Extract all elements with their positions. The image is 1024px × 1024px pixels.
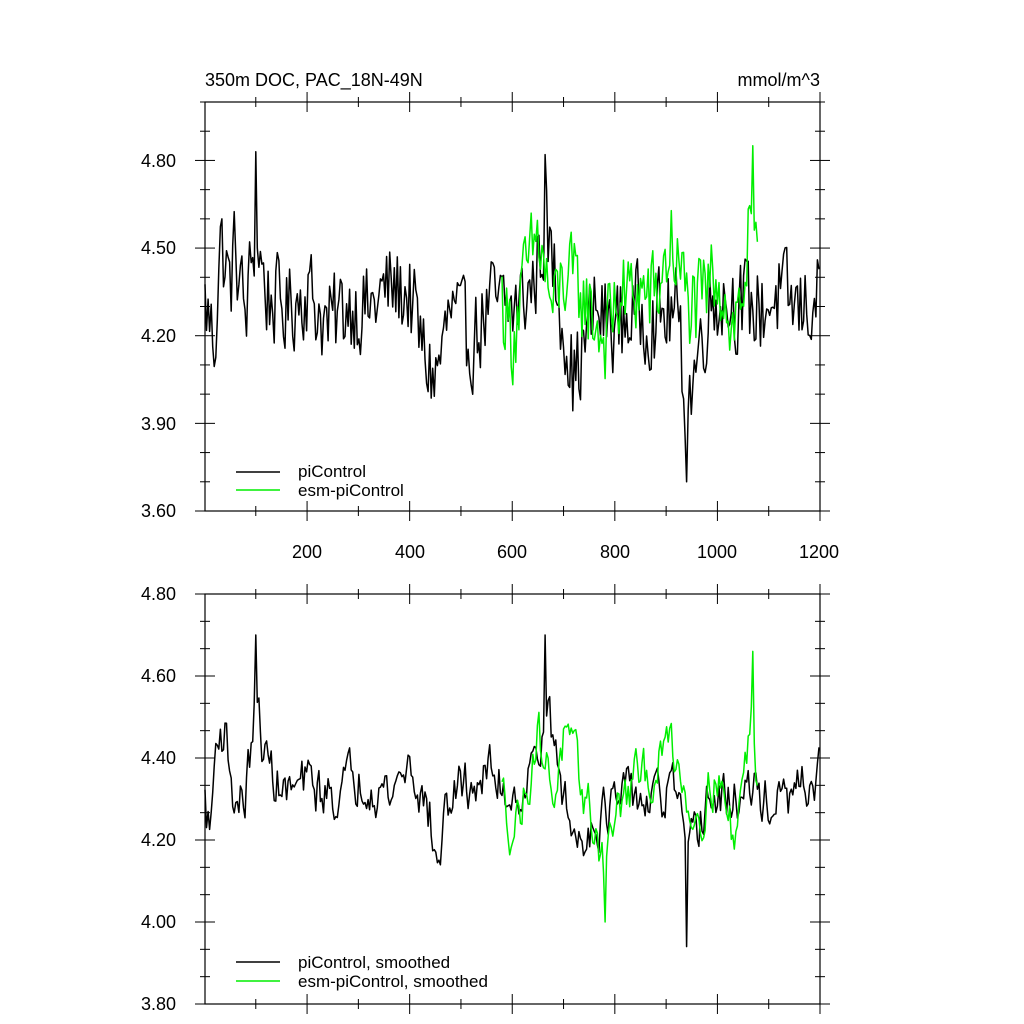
series-line-picontrol-smoothed xyxy=(204,634,820,948)
top-series xyxy=(204,145,820,483)
y-tick-label: 4.60 xyxy=(141,666,176,686)
bottom-panel: 3.80 4.00 4.20 4.40 4.60 4.80 piControl,… xyxy=(141,584,830,1014)
bottom-legend: piControl, smoothed esm-piControl, smoot… xyxy=(236,953,488,991)
top-x-tick-labels: 200 400 600 800 1000 1200 xyxy=(292,542,839,562)
chart-title: 350m DOC, PAC_18N-49N xyxy=(205,70,423,91)
x-tick-label: 1000 xyxy=(697,542,737,562)
top-plot-frame xyxy=(204,101,821,512)
x-tick-label: 200 xyxy=(292,542,322,562)
legend-label-picontrol: piControl xyxy=(298,462,366,481)
legend-label-esm-picontrol: esm-piControl xyxy=(298,481,404,500)
y-tick-label: 3.60 xyxy=(141,501,176,521)
y-tick-label: 4.80 xyxy=(141,151,176,171)
bottom-y-tick-labels: 3.80 4.00 4.20 4.40 4.60 4.80 xyxy=(141,584,176,1014)
x-tick-label: 600 xyxy=(497,542,527,562)
series-line-esm-picontrol xyxy=(501,145,759,386)
series-line-picontrol xyxy=(204,150,820,483)
y-tick-label: 4.40 xyxy=(141,748,176,768)
units-label: mmol/m^3 xyxy=(738,70,820,90)
bottom-series xyxy=(204,634,820,948)
y-tick-label: 4.50 xyxy=(141,238,176,258)
series-line-esm-picontrol-smoothed xyxy=(501,650,759,923)
y-tick-label: 4.20 xyxy=(141,326,176,346)
legend-label-picontrol-smoothed: piControl, smoothed xyxy=(298,953,450,972)
y-tick-label: 4.80 xyxy=(141,584,176,604)
top-ticks xyxy=(195,92,830,521)
top-legend: piControl esm-piControl xyxy=(236,462,404,500)
x-tick-label: 1200 xyxy=(799,542,839,562)
top-y-tick-labels: 3.60 3.90 4.20 4.50 4.80 xyxy=(141,151,176,521)
y-tick-label: 3.90 xyxy=(141,414,176,434)
legend-label-esm-picontrol-smoothed: esm-piControl, smoothed xyxy=(298,972,488,991)
x-tick-label: 400 xyxy=(395,542,425,562)
x-tick-label: 800 xyxy=(600,542,630,562)
y-tick-label: 4.20 xyxy=(141,830,176,850)
y-tick-label: 4.00 xyxy=(141,912,176,932)
top-panel: 350m DOC, PAC_18N-49N mmol/m^3 3.60 3.90… xyxy=(141,70,839,562)
y-tick-label: 3.80 xyxy=(141,994,176,1014)
